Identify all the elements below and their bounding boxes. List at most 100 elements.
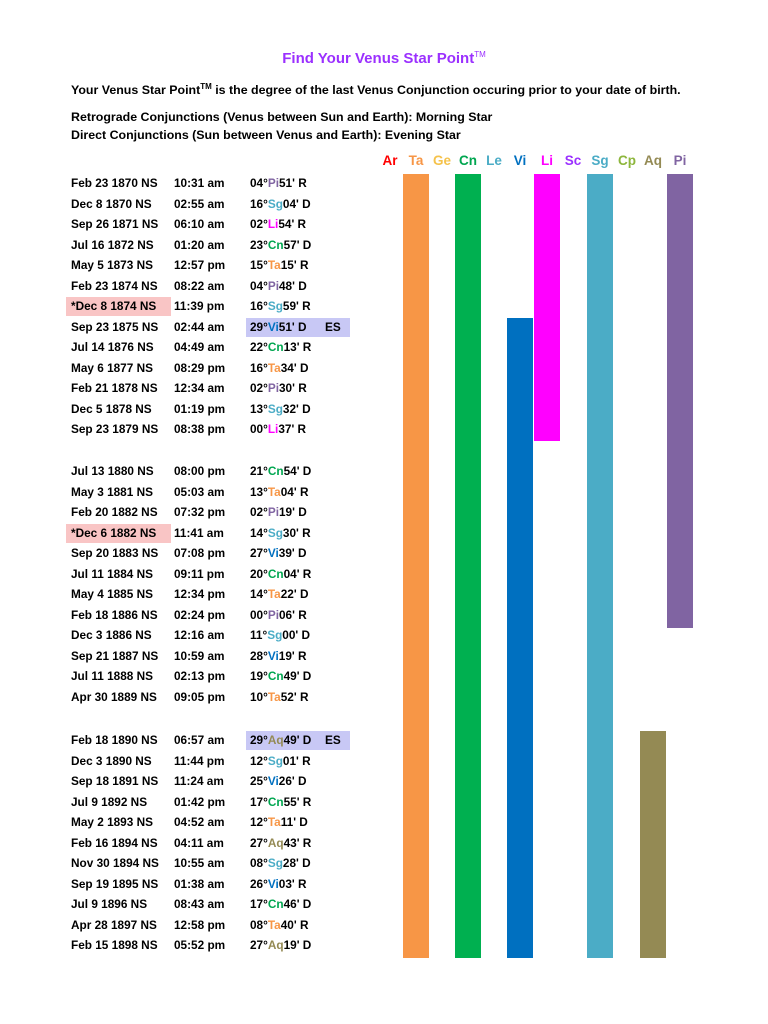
table-row: May 4 1885 NS 12:34 pm 14°Ta22' D <box>0 585 400 605</box>
row-position: 14°Sg30' R <box>250 526 311 540</box>
row-time: 12:58 pm <box>174 918 226 932</box>
row-minutes: 32' D <box>282 402 311 416</box>
row-time: 09:11 pm <box>174 567 225 581</box>
row-sign: Sg <box>267 197 283 211</box>
sign-header-ta: Ta <box>408 153 424 168</box>
row-sign: Cn <box>267 340 284 354</box>
row-minutes: 19' D <box>279 505 307 519</box>
row-sign: Cn <box>267 464 284 478</box>
row-date: Feb 15 1898 NS <box>71 938 158 952</box>
row-time: 04:49 am <box>174 340 225 354</box>
row-minutes: 19' R <box>278 649 307 663</box>
row-position: 16°Ta34' D <box>250 361 308 375</box>
row-position: 11°Sg00' D <box>250 628 310 642</box>
row-date: May 3 1881 NS <box>71 485 153 499</box>
sign-header-sc: Sc <box>564 153 582 168</box>
table-row: *Dec 6 1882 NS 11:41 am 14°Sg30' R <box>0 524 400 544</box>
row-date: Dec 5 1878 NS <box>71 402 152 416</box>
row-date: Feb 23 1874 NS <box>71 279 158 293</box>
row-sign: Sg <box>267 299 283 313</box>
row-minutes: 04' D <box>282 197 311 211</box>
table-row: Feb 18 1890 NS 06:57 am 29°Aq49' D ES <box>0 731 400 751</box>
row-position: 04°Pi51' R <box>250 176 307 190</box>
page-title: Find Your Venus Star PointTM <box>282 50 486 67</box>
row-degree: 14° <box>250 526 268 540</box>
row-sign: Aq <box>267 836 284 850</box>
table-row: Feb 23 1870 NS 10:31 am 04°Pi51' R <box>0 174 400 194</box>
row-date: Sep 23 1875 NS <box>71 320 159 334</box>
row-minutes: 49' D <box>283 733 312 747</box>
table-row: May 3 1881 NS 05:03 am 13°Ta04' R <box>0 483 400 503</box>
row-sign: Ta <box>267 587 281 601</box>
row-position: 26°Vi03' R <box>250 877 307 891</box>
row-date: Jul 16 1872 NS <box>71 238 154 252</box>
bar-pi <box>667 174 693 628</box>
row-minutes: 40' R <box>280 918 309 932</box>
row-minutes: 30' R <box>282 526 311 540</box>
bar-vi <box>507 318 533 958</box>
row-minutes: 19' D <box>283 938 312 952</box>
sign-header-cp: Cp <box>618 153 636 168</box>
row-time: 09:05 pm <box>174 690 226 704</box>
row-sign: Ta <box>267 361 281 375</box>
table-row: Jul 16 1872 NS 01:20 am 23°Cn57' D <box>0 236 400 256</box>
row-date: Sep 18 1891 NS <box>71 774 159 788</box>
sign-header-sg: Sg <box>591 153 609 168</box>
row-position: 00°Li37' R <box>250 422 306 436</box>
row-time: 02:44 am <box>174 320 225 334</box>
row-position: 28°Vi19' R <box>250 649 307 663</box>
bar-cn <box>455 174 481 958</box>
row-time: 08:29 pm <box>174 361 226 375</box>
row-sign: Sg <box>267 402 283 416</box>
row-date: *Dec 8 1874 NS <box>71 299 157 313</box>
row-degree: 25° <box>250 774 268 788</box>
bar-sg <box>587 174 613 958</box>
row-sign: Vi <box>267 877 279 891</box>
row-minutes: 43' R <box>283 836 312 850</box>
row-degree: 10° <box>250 690 268 704</box>
row-position: 04°Pi48' D <box>250 279 307 293</box>
row-degree: 27° <box>250 836 268 850</box>
row-date: Sep 23 1879 NS <box>71 422 159 436</box>
row-degree: 08° <box>250 856 268 870</box>
row-minutes: 11' D <box>280 815 308 829</box>
row-sign: Pi <box>267 279 279 293</box>
row-time: 11:44 pm <box>174 754 225 768</box>
row-position: 27°Vi39' D <box>250 546 307 560</box>
row-minutes: 48' D <box>279 279 307 293</box>
row-minutes: 15' R <box>280 258 309 272</box>
table-row: Feb 23 1874 NS 08:22 am 04°Pi48' D <box>0 277 400 297</box>
row-note: ES <box>325 733 341 747</box>
row-position: 02°Pi19' D <box>250 505 307 519</box>
row-date: Nov 30 1894 NS <box>71 856 159 870</box>
row-time: 12:57 pm <box>174 258 226 272</box>
sign-header-vi: Vi <box>513 153 527 168</box>
row-minutes: 34' D <box>280 361 309 375</box>
row-time: 10:55 am <box>174 856 225 870</box>
row-position: 08°Sg28' D <box>250 856 311 870</box>
row-time: 05:52 pm <box>174 938 226 952</box>
row-date: Sep 19 1895 NS <box>71 877 159 891</box>
row-position: 22°Cn13' R <box>250 340 311 354</box>
row-date: Feb 18 1886 NS <box>71 608 158 622</box>
row-date: Jul 11 1888 NS <box>71 669 153 683</box>
row-time: 12:16 am <box>174 628 225 642</box>
table-row: Feb 18 1886 NS 02:24 pm 00°Pi06' R <box>0 606 400 626</box>
row-degree: 16° <box>250 299 268 313</box>
row-date: Feb 23 1870 NS <box>71 176 158 190</box>
row-position: 02°Pi30' R <box>250 381 307 395</box>
row-date: May 6 1877 NS <box>71 361 153 375</box>
table-row: Nov 30 1894 NS 10:55 am 08°Sg28' D <box>0 854 400 874</box>
row-minutes: 03' R <box>278 877 307 891</box>
row-time: 01:20 am <box>174 238 225 252</box>
row-position: 21°Cn54' D <box>250 464 311 478</box>
row-degree: 04° <box>250 176 268 190</box>
row-time: 01:38 am <box>174 877 225 891</box>
row-degree: 29° <box>250 733 268 747</box>
row-degree: 26° <box>250 877 268 891</box>
table-row: Dec 8 1870 NS 02:55 am 16°Sg04' D <box>0 195 400 215</box>
row-sign: Aq <box>267 733 284 747</box>
row-sign: Ta <box>267 485 281 499</box>
sign-header-pi: Pi <box>673 153 687 168</box>
row-degree: 16° <box>250 197 268 211</box>
